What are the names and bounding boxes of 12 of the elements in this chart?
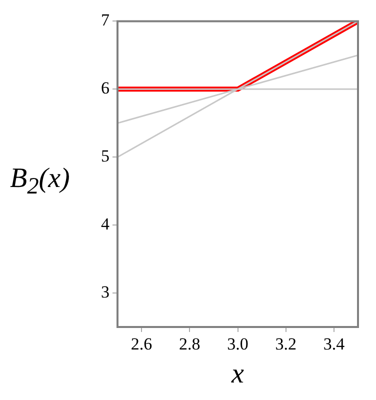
y-tick-label: 5 <box>101 146 110 166</box>
x-tick-label: 2.6 <box>130 334 152 354</box>
y-tick-label: 6 <box>101 78 110 98</box>
y-tick-label: 4 <box>101 214 110 234</box>
x-tick-label: 3.4 <box>323 334 346 354</box>
y-tick-label: 7 <box>101 10 110 30</box>
y-axis-title: B$_{2}$(x) <box>10 163 70 201</box>
x-tick-label: 2.8 <box>179 334 200 354</box>
x-tick-label: 3.0 <box>227 334 248 354</box>
y-tick-label: 3 <box>101 282 110 302</box>
x-tick-label: 3.2 <box>275 334 296 354</box>
x-axis-title: x <box>230 358 245 390</box>
